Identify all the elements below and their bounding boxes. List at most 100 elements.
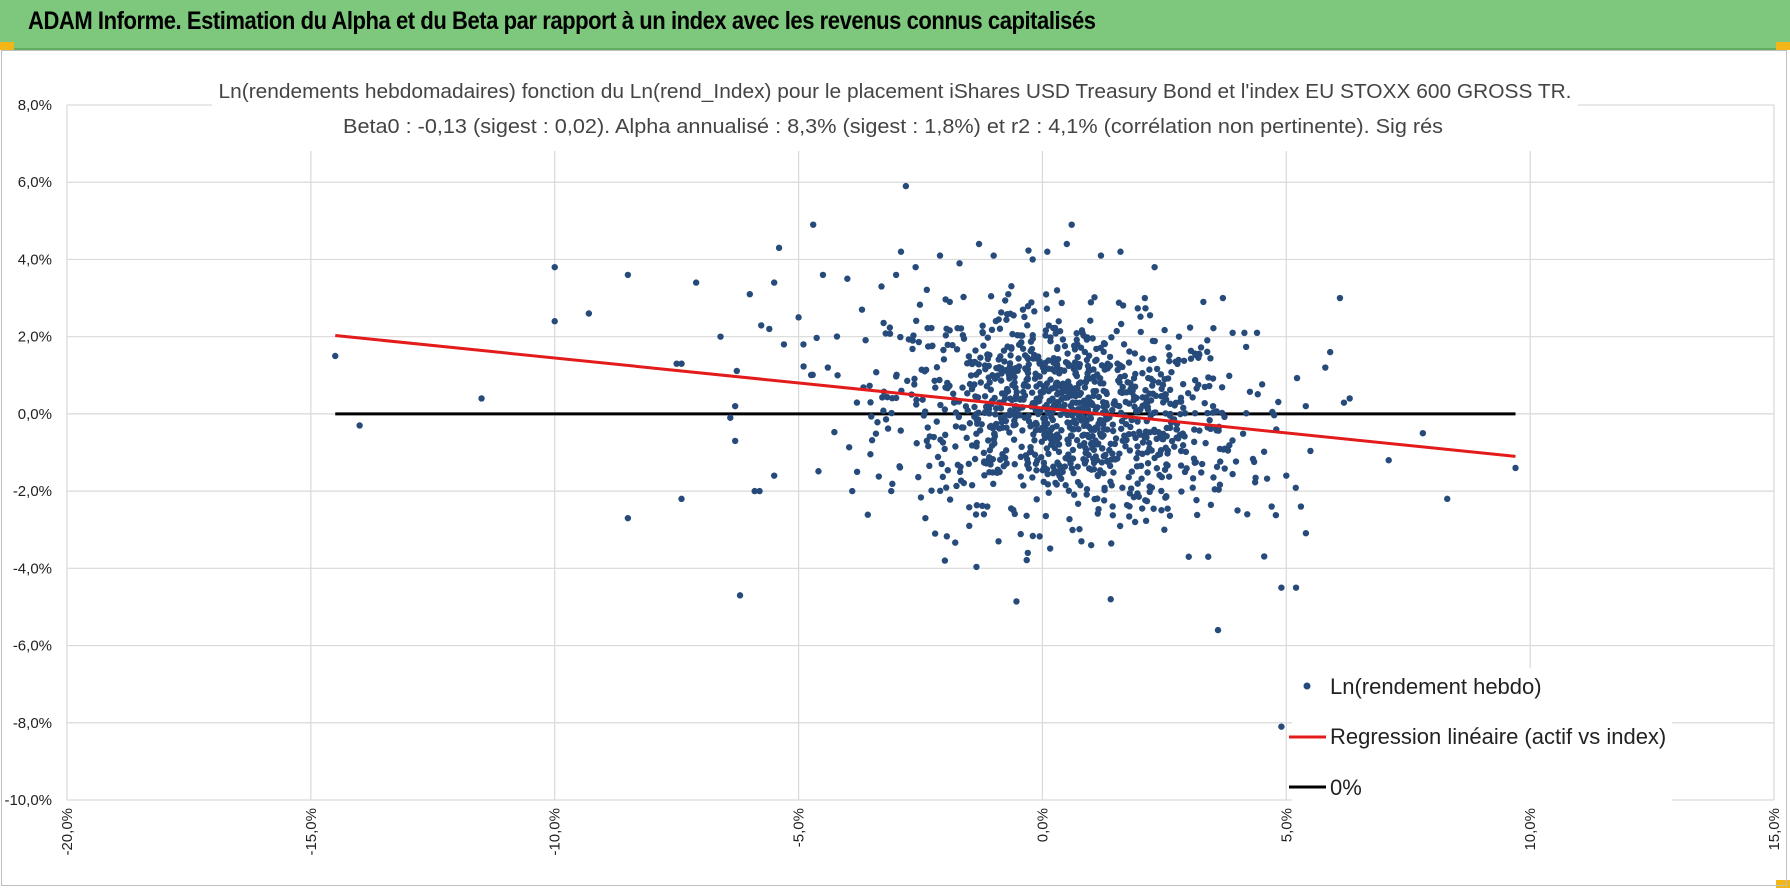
data-point <box>1063 240 1071 248</box>
data-point <box>941 557 949 564</box>
data-points <box>332 182 1519 730</box>
data-point <box>944 467 951 474</box>
data-point <box>1065 487 1073 494</box>
data-point <box>937 401 944 409</box>
data-point <box>973 563 980 571</box>
data-point <box>1200 298 1207 306</box>
data-point <box>1036 533 1043 540</box>
data-point <box>1142 431 1149 439</box>
data-point <box>1122 442 1129 450</box>
data-point <box>1047 436 1055 443</box>
data-point <box>1166 357 1173 365</box>
data-point <box>987 293 995 300</box>
data-point <box>1002 454 1009 462</box>
data-point <box>1219 294 1227 302</box>
data-point <box>824 364 832 371</box>
data-point <box>1215 427 1222 434</box>
data-point <box>971 359 979 366</box>
data-point <box>1158 487 1165 495</box>
data-point <box>1214 626 1222 634</box>
data-point <box>996 325 1004 332</box>
data-point <box>1218 384 1226 391</box>
data-point <box>1141 294 1149 302</box>
data-point <box>1085 423 1092 430</box>
data-point <box>1066 455 1074 462</box>
data-point <box>986 410 993 417</box>
data-point <box>1191 426 1198 433</box>
data-point <box>1074 353 1081 361</box>
data-point <box>1051 368 1059 375</box>
data-point <box>1204 337 1211 344</box>
data-point <box>1060 367 1068 374</box>
data-point <box>551 263 558 271</box>
data-point <box>1133 394 1140 402</box>
data-point <box>1047 409 1054 417</box>
data-point <box>1101 486 1108 494</box>
data-point <box>1009 381 1016 389</box>
data-point <box>1210 474 1217 481</box>
data-point <box>795 314 802 321</box>
data-point <box>992 411 999 418</box>
data-point <box>1003 316 1010 323</box>
data-point <box>892 271 900 279</box>
data-point <box>1023 556 1030 564</box>
data-point <box>1019 345 1027 352</box>
data-point <box>1116 450 1123 457</box>
data-point <box>1131 350 1139 357</box>
data-point <box>1119 302 1127 309</box>
data-point <box>1187 355 1195 362</box>
data-point <box>1278 723 1285 730</box>
data-point <box>1045 489 1052 496</box>
data-point <box>1069 526 1076 534</box>
data-point <box>982 365 989 373</box>
data-point <box>1216 481 1224 488</box>
data-point <box>990 480 997 488</box>
data-point <box>1151 263 1158 271</box>
data-point <box>1009 330 1016 338</box>
data-point <box>853 468 861 476</box>
data-point <box>974 420 981 427</box>
data-point <box>1127 380 1134 387</box>
data-point <box>1163 461 1170 468</box>
data-point <box>1512 464 1519 472</box>
data-point <box>1151 428 1158 436</box>
data-point <box>981 458 988 465</box>
y-tick-label: 4,0% <box>18 251 52 268</box>
data-point <box>1204 348 1211 356</box>
data-point <box>1444 495 1451 503</box>
data-point <box>986 379 993 386</box>
data-point <box>1190 455 1198 462</box>
data-point <box>585 310 593 317</box>
data-point <box>1106 446 1113 454</box>
data-point <box>937 436 944 443</box>
data-point <box>931 530 939 537</box>
data-point <box>1220 446 1227 453</box>
data-point <box>1171 443 1178 450</box>
data-point <box>1079 432 1086 439</box>
data-point <box>972 410 980 418</box>
data-point <box>977 354 984 361</box>
x-tick-label: 15,0% <box>1766 808 1783 851</box>
data-point <box>1151 454 1158 462</box>
data-point <box>1017 473 1024 480</box>
data-point <box>1112 435 1120 442</box>
data-point <box>984 351 991 358</box>
data-point <box>678 495 685 503</box>
data-point <box>1081 384 1089 391</box>
data-point <box>1292 584 1300 591</box>
data-point <box>1144 459 1152 467</box>
data-point <box>1178 488 1185 495</box>
data-point <box>1155 379 1162 386</box>
data-point <box>1108 334 1115 341</box>
data-point <box>1046 545 1054 552</box>
data-point <box>1082 449 1089 457</box>
data-point <box>915 338 923 346</box>
data-point <box>1207 355 1214 362</box>
data-point <box>1246 388 1254 395</box>
data-point <box>1054 390 1061 398</box>
data-point <box>1193 496 1200 504</box>
data-point <box>1253 329 1261 337</box>
data-point <box>1040 368 1048 375</box>
y-tick-label: -8,0% <box>13 715 52 732</box>
data-point <box>1209 402 1217 410</box>
